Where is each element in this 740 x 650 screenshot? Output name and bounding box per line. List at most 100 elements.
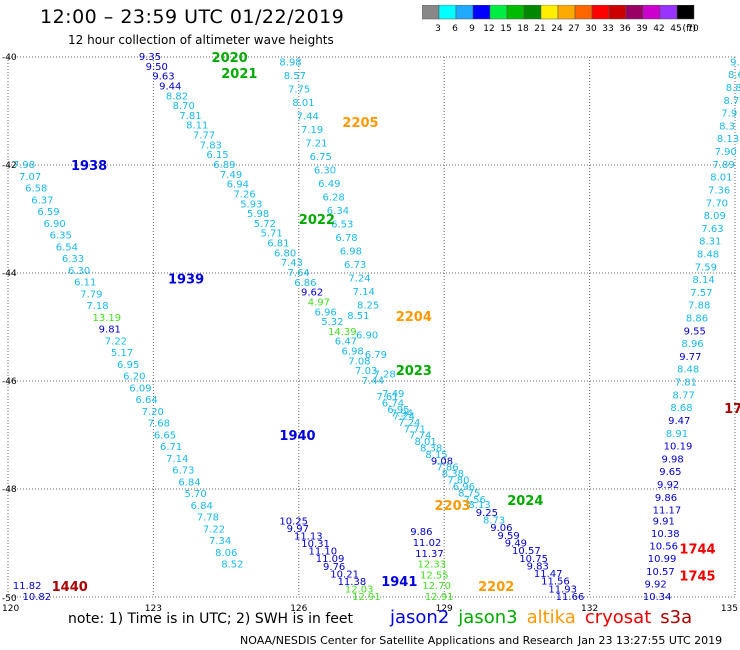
- wave-height-reading: 8.09: [704, 211, 726, 222]
- wave-height-reading: 7.74: [409, 431, 431, 442]
- wave-height-reading: 10.38: [651, 529, 680, 540]
- wave-height-reading: 10.82: [23, 592, 52, 603]
- wave-height-reading: 9.08: [431, 456, 453, 467]
- longitude-tick-label: 126: [290, 604, 307, 614]
- colorbar-swatch: [676, 5, 695, 20]
- wave-height-reading: 10.99: [648, 554, 677, 565]
- wave-height-reading: 8.91: [666, 429, 688, 440]
- latitude-tick-label: -44: [2, 269, 17, 279]
- wave-height-reading: 8.15: [425, 450, 447, 461]
- wave-height-reading: 6.11: [74, 278, 96, 289]
- colorbar-tick-label: 27: [568, 24, 579, 34]
- pass-time-label: 2204: [396, 310, 432, 325]
- wave-height-reading: 8.52: [221, 560, 243, 571]
- credit-line: NOAA/NESDIS Center for Satellite Applica…: [240, 634, 574, 647]
- wave-height-reading: 6.90: [356, 331, 378, 342]
- pass-time-label: 2022: [299, 213, 335, 228]
- wave-height-reading: 8.38: [420, 444, 442, 455]
- wave-height-reading: 6.84: [191, 501, 213, 512]
- wave-height-reading: 13.19: [93, 313, 122, 324]
- wave-height-reading: 11.93: [548, 584, 577, 595]
- wave-height-reading: 8.14: [692, 275, 714, 286]
- wave-height-reading: 8.51: [347, 311, 369, 322]
- wave-height-reading: 11.10: [308, 547, 337, 558]
- wave-height-reading: 5.93: [240, 199, 262, 210]
- wave-height-reading: 11.82: [13, 581, 42, 592]
- pass-time-label: 2205: [342, 116, 378, 131]
- wave-height-reading: 8.70: [173, 101, 195, 112]
- wave-height-reading: 11.17: [653, 506, 682, 517]
- wave-height-reading: 6.79: [365, 350, 387, 361]
- wave-height-reading: 7.44: [297, 111, 319, 122]
- wave-height-reading: 7.36: [708, 185, 730, 196]
- colorbar-tick-label: 24: [551, 24, 563, 34]
- wave-height-reading: 7.61: [376, 392, 398, 403]
- wave-height-reading: 7.79: [80, 289, 102, 300]
- wave-height-reading: 7.14: [166, 454, 188, 465]
- longitude-tick-label: 120: [2, 604, 19, 614]
- wave-height-reading: 6.35: [50, 231, 72, 242]
- longitude-tick-label: 129: [436, 604, 453, 614]
- wave-height-reading: 6.96: [315, 307, 337, 318]
- pass-time-label: 17: [724, 402, 740, 417]
- wave-height-reading: 5.17: [111, 348, 133, 359]
- wave-height-reading: 6.89: [213, 160, 235, 171]
- wave-height-reading: 9.62: [301, 288, 323, 299]
- wave-height-reading: 10.75: [519, 554, 548, 565]
- wave-height-reading: 12.91: [352, 592, 381, 603]
- wave-height-reading: 6.95: [387, 405, 409, 416]
- colorbar-tick-label: 39: [636, 24, 648, 34]
- wave-height-reading: 9.86: [655, 493, 677, 504]
- wave-height-reading: 7.24: [393, 411, 415, 422]
- wave-height-reading: 9.76: [323, 562, 345, 573]
- wave-height-reading: 6.47: [335, 337, 357, 348]
- pass-time-label: 1440: [52, 580, 88, 595]
- wave-height-reading: 7.57: [690, 288, 712, 299]
- wave-height-reading: 11.02: [413, 538, 442, 549]
- wave-height-reading: 12.91: [425, 592, 454, 603]
- wave-height-reading: 7.18: [86, 301, 108, 312]
- wave-height-reading: 6.33: [62, 254, 84, 265]
- wave-height-reading: 6.75: [310, 152, 332, 163]
- wave-height-reading: 6.86: [294, 278, 316, 289]
- wave-height-reading: 9.98: [661, 454, 683, 465]
- wave-height-reading: 7.14: [353, 287, 375, 298]
- wave-height-reading: 7.68: [148, 419, 170, 430]
- generation-timestamp: Jan 23 13:27:55 UTC 2019: [578, 634, 723, 647]
- pass-time-label: 2023: [396, 364, 432, 379]
- pass-time-label: 2024: [507, 494, 543, 509]
- wave-height-reading: 8.01: [292, 98, 314, 109]
- wave-height-reading: 6.28: [322, 192, 344, 203]
- colorbar-tick-label: 70: [687, 24, 699, 34]
- wave-height-reading: 7.81: [675, 378, 697, 389]
- wave-height-reading: 6.90: [43, 219, 65, 230]
- wave-height-reading: 11.38: [338, 577, 367, 588]
- wave-height-reading: 11.13: [294, 532, 323, 543]
- wave-height-reading: 10.56: [649, 542, 678, 553]
- wave-height-reading: 7.49: [382, 389, 404, 400]
- pass-time-label: 1744: [679, 542, 715, 557]
- units-note: note: 1) Time is in UTC; 2) SWH is in fe…: [68, 611, 354, 627]
- wave-height-reading: 12.03: [345, 584, 374, 595]
- wave-height-reading: 9.47: [668, 416, 690, 427]
- colorbar-tick-label: 21: [534, 24, 545, 34]
- wave-height-reading: 5.72: [254, 219, 276, 230]
- wave-height-reading: 8.75: [458, 488, 480, 499]
- wave-height-reading: 6.65: [154, 430, 176, 441]
- wave-height-reading: 7.08: [348, 356, 370, 367]
- wave-height-reading: 7.98: [13, 160, 35, 171]
- wave-height-colorbar: 3 6 9 12 15 18 21 24 27 30 33 36 39 42 45 70(ft): [422, 5, 699, 34]
- pass-time-label: 2202: [478, 580, 514, 595]
- longitude-tick-label: 132: [581, 604, 598, 614]
- wave-height-reading: 9.1: [730, 57, 740, 68]
- wave-height-reading: 8.82: [166, 91, 188, 102]
- satellite-legend-cryosat: cryosat: [584, 607, 652, 628]
- wave-height-reading: 7.19: [301, 125, 323, 136]
- wave-height-reading: 8.48: [697, 249, 719, 260]
- wave-height-reading: 6.34: [327, 206, 349, 217]
- wave-height-reading: 7.43: [281, 258, 303, 269]
- latitude-tick-label: -40: [2, 53, 17, 63]
- latitude-tick-label: -42: [2, 161, 17, 171]
- colorbar-tick-label: 15: [500, 24, 511, 34]
